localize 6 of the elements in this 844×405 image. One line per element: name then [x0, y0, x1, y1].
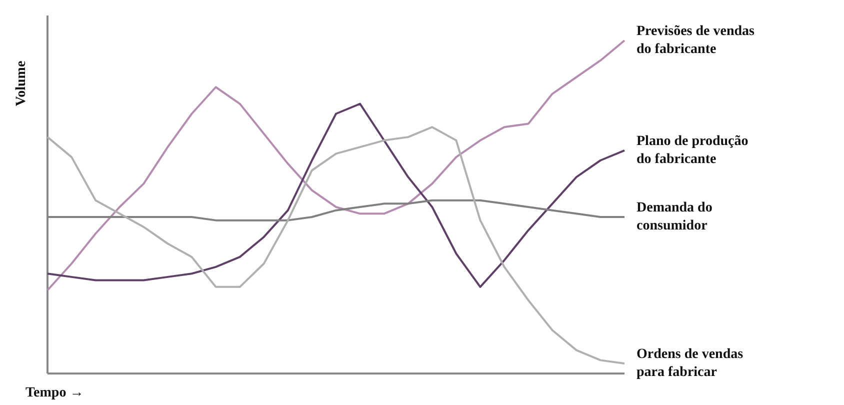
x-axis-title: Tempo →	[26, 386, 84, 400]
y-axis-title: Volume	[14, 60, 29, 106]
series-label: Ordens de vendas para fabricar	[636, 347, 744, 380]
series-label: Previsões de vendas do fabricante	[636, 24, 756, 57]
series-label: Demanda do consumidor	[636, 200, 712, 234]
series-label: Plano de produção do fabricante	[636, 134, 748, 167]
